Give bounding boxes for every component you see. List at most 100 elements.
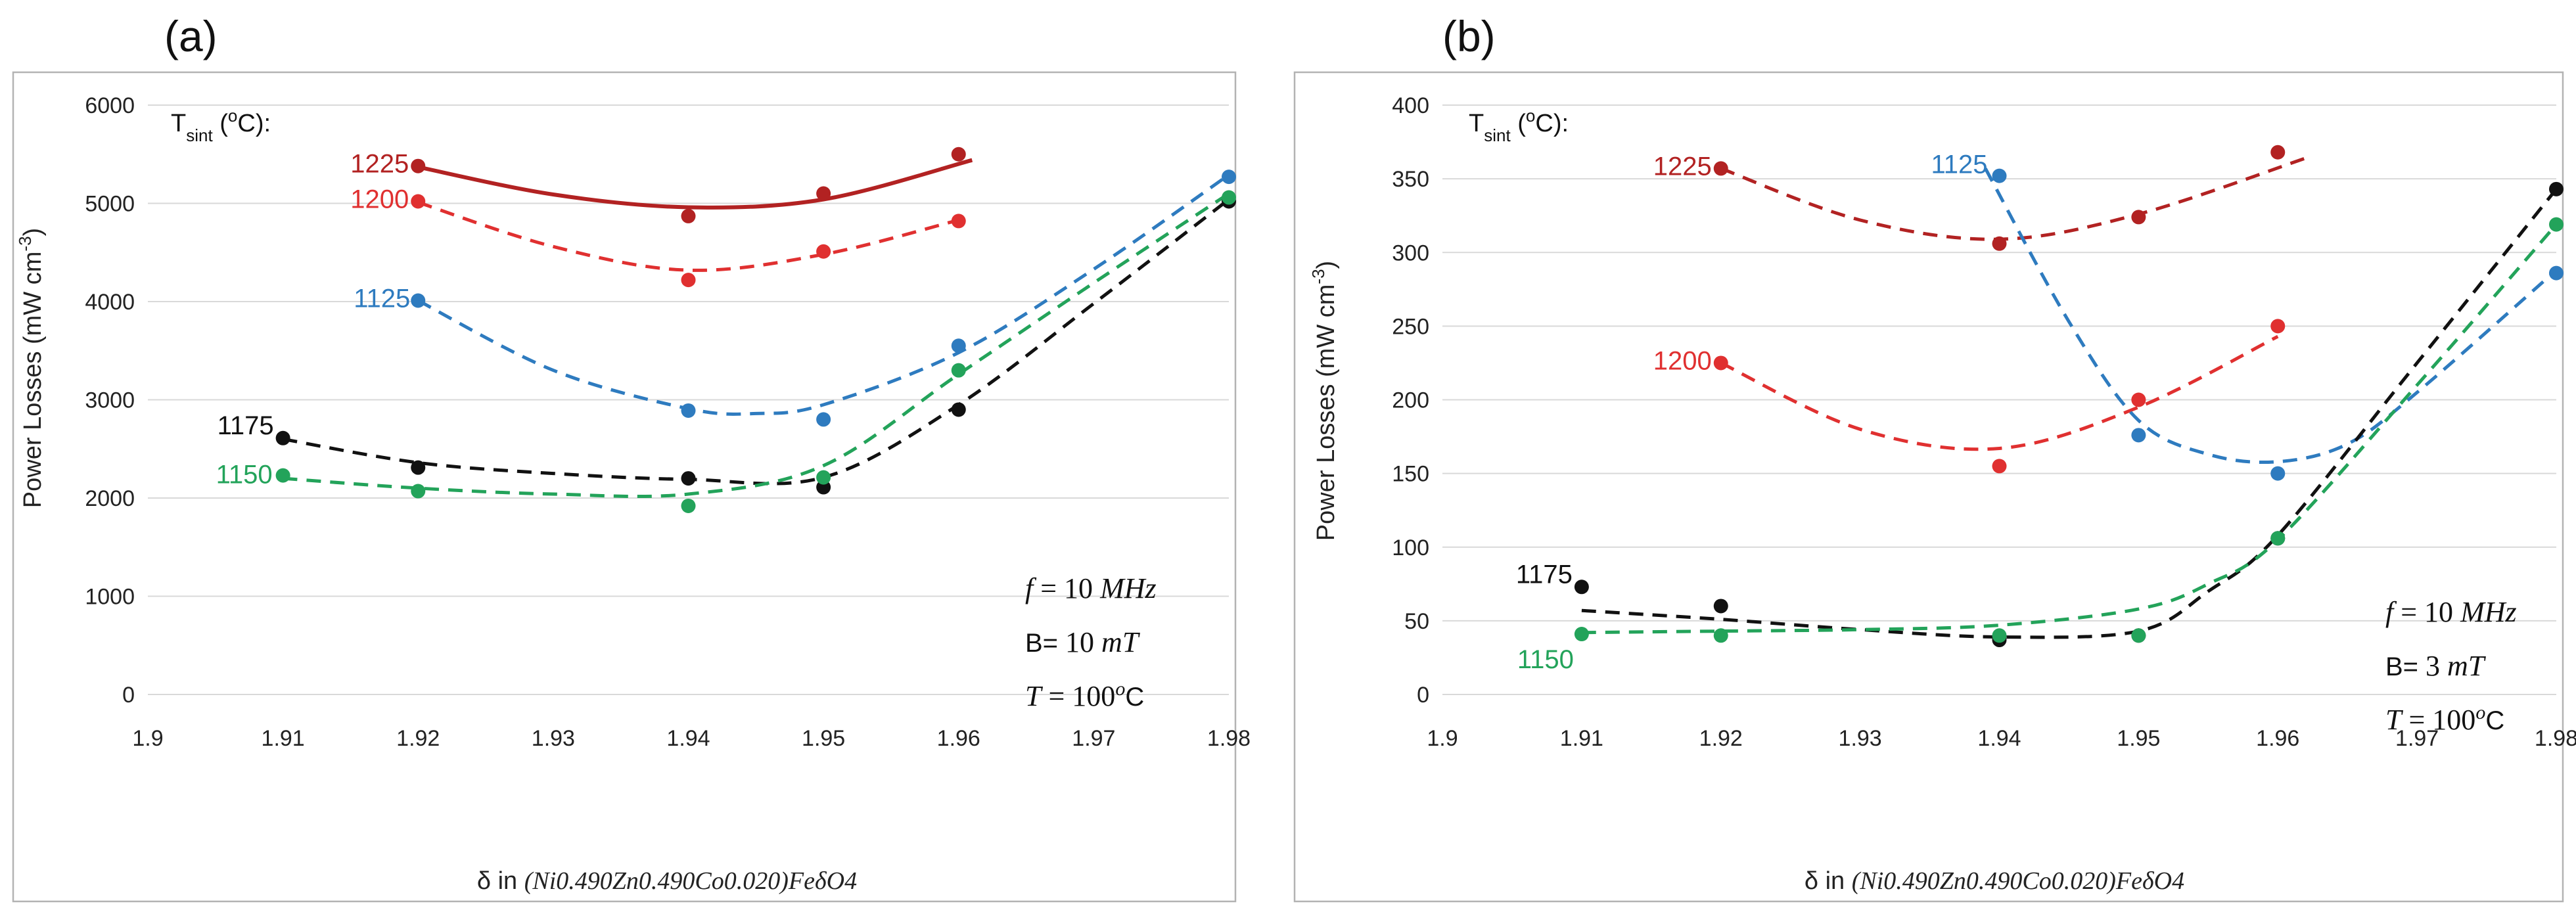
- fit-curves: [1581, 156, 2558, 639]
- series-1200-point: [411, 194, 426, 209]
- x-tick-label: 1.9: [132, 726, 163, 751]
- series-1125-point: [816, 412, 831, 427]
- x-tick-label: 1.98: [1207, 726, 1251, 751]
- y-tick-label: 300: [1392, 240, 1429, 265]
- series-1175-trend-line: [1581, 188, 2558, 639]
- series-label-1200: 1200: [350, 185, 409, 214]
- condition-frequency: f = 10 MHz: [2385, 596, 2517, 628]
- x-tick-label: 1.95: [802, 726, 845, 751]
- series-1150-point: [681, 498, 696, 513]
- tsint-label: Tsint (oC):: [171, 106, 271, 145]
- series-1125-trend-line: [417, 173, 1230, 416]
- y-tick-label: 5000: [85, 192, 135, 217]
- series-1125-point: [1222, 170, 1236, 185]
- series-1125-point: [2270, 466, 2286, 481]
- series-label-1175: 1175: [218, 411, 274, 440]
- x-tick-label: 1.96: [937, 726, 980, 751]
- x-axis-title: δ in (Ni0.490Zn0.490Co0.020)FeδO4: [477, 867, 857, 895]
- series-1150-point: [951, 363, 966, 378]
- y-tick-label: 1000: [85, 585, 135, 610]
- y-tick-label: 0: [122, 683, 135, 708]
- series-label-1125: 1125: [354, 284, 410, 313]
- chart-frame: [1293, 71, 2564, 903]
- y-tick-label: 0: [1417, 683, 1429, 708]
- x-tick-labels: 1.9 1.91 1.92 1.93 1.94 1.95 1.96 1.97 1.98: [1427, 726, 2576, 751]
- series-1225-point: [2131, 210, 2146, 225]
- y-tick-label: 200: [1392, 388, 1429, 413]
- gridlines: [1442, 104, 2556, 695]
- series-label-1225: 1225: [1653, 152, 1712, 181]
- x-tick-label: 1.97: [2395, 726, 2439, 751]
- x-tick-label: 1.94: [1977, 726, 2021, 751]
- x-tick-label: 1.9: [1427, 726, 1458, 751]
- series-1225-trend-line: [417, 158, 973, 210]
- y-tick-label: 6000: [85, 93, 135, 118]
- series-1175-point: [2549, 181, 2564, 196]
- x-tick-label: 1.92: [1699, 726, 1743, 751]
- conditions-box: f = 10 MHz B= 10 mT T = 100oC: [1025, 572, 1157, 712]
- condition-temperature: T = 100oC: [1025, 678, 1144, 713]
- series-1225-trend-line: [1720, 156, 2307, 241]
- series-1150-point: [1992, 628, 2007, 643]
- series-1150-point: [1222, 190, 1236, 205]
- x-axis-title: δ in (Ni0.490Zn0.490Co0.020)FeδO4: [1805, 867, 2184, 895]
- series-1175-trend-line: [283, 198, 1230, 486]
- y-tick-label: 3000: [85, 388, 135, 413]
- series-1125-point: [1992, 168, 2007, 183]
- chart-panel-b: (b) 0 50 100 150 200 250 300 350 400 1.9 1.91 1.92…: [1293, 12, 2576, 903]
- x-tick-labels: 1.9 1.91 1.92 1.93 1.94 1.95 1.96 1.97 1.98: [132, 726, 1251, 751]
- y-tick-label: 250: [1392, 314, 1429, 339]
- series-1150-trend-line: [1581, 223, 2558, 635]
- series-1200-point: [681, 273, 696, 288]
- data-points: [275, 147, 1236, 513]
- series-1225-point: [411, 158, 426, 173]
- series-1125-trend-line: [1984, 168, 2558, 465]
- series-label-1150: 1150: [216, 461, 273, 489]
- series-1225-point: [681, 208, 696, 223]
- x-tick-label: 1.94: [666, 726, 710, 751]
- series-1125-point: [951, 338, 966, 353]
- series-1150-point: [1713, 628, 1728, 643]
- data-points: [1574, 145, 2564, 648]
- series-label-1200: 1200: [1653, 346, 1712, 375]
- panel-label: (b): [1442, 12, 1496, 60]
- y-tick-label: 4000: [85, 290, 135, 315]
- x-tick-label: 1.96: [2256, 726, 2299, 751]
- x-tick-label: 1.93: [1839, 726, 1882, 751]
- series-1150-point: [2549, 217, 2564, 232]
- series-1125-point: [411, 293, 426, 308]
- x-tick-label: 1.93: [532, 726, 575, 751]
- series-1200-point: [816, 244, 831, 259]
- series-1225-point: [2270, 145, 2286, 160]
- gridlines: [148, 104, 1229, 695]
- series-1150-point: [816, 470, 831, 485]
- y-tick-labels: 0 50 100 150 200 250 300 350 400: [1392, 93, 1429, 708]
- series-1150-point: [2270, 531, 2286, 546]
- condition-field: B= 3 mT: [2385, 650, 2487, 682]
- series-1175-point: [275, 430, 290, 445]
- conditions-box: f = 10 MHz B= 3 mT T = 100oC: [2385, 596, 2517, 736]
- series-label-1225: 1225: [350, 150, 409, 179]
- series-1150-point: [275, 468, 290, 483]
- series-labels: 1225 1200 1125 1175 1150: [216, 150, 411, 489]
- y-axis-title: Power Losses (mW cm-3): [1308, 261, 1340, 541]
- y-tick-label: 400: [1392, 93, 1429, 118]
- x-axis-title-formula: (Ni0.490Zn0.490Co0.020)FeδO4: [1852, 867, 2184, 895]
- series-1175-point: [681, 471, 696, 486]
- y-tick-label: 2000: [85, 486, 135, 511]
- x-tick-label: 1.91: [262, 726, 305, 751]
- series-1200-point: [2131, 392, 2146, 407]
- condition-field: B= 10 mT: [1025, 626, 1141, 658]
- series-1150-point: [1574, 627, 1589, 642]
- series-1175-point: [1713, 599, 1728, 614]
- series-1150-point: [2131, 628, 2146, 643]
- series-1200-point: [1713, 355, 1728, 371]
- series-1225-point: [1713, 161, 1728, 176]
- series-label-1175: 1175: [1516, 560, 1573, 589]
- series-1175-point: [1574, 579, 1589, 595]
- x-tick-label: 1.97: [1072, 726, 1115, 751]
- series-1175-point: [951, 402, 966, 417]
- y-tick-label: 150: [1392, 462, 1429, 487]
